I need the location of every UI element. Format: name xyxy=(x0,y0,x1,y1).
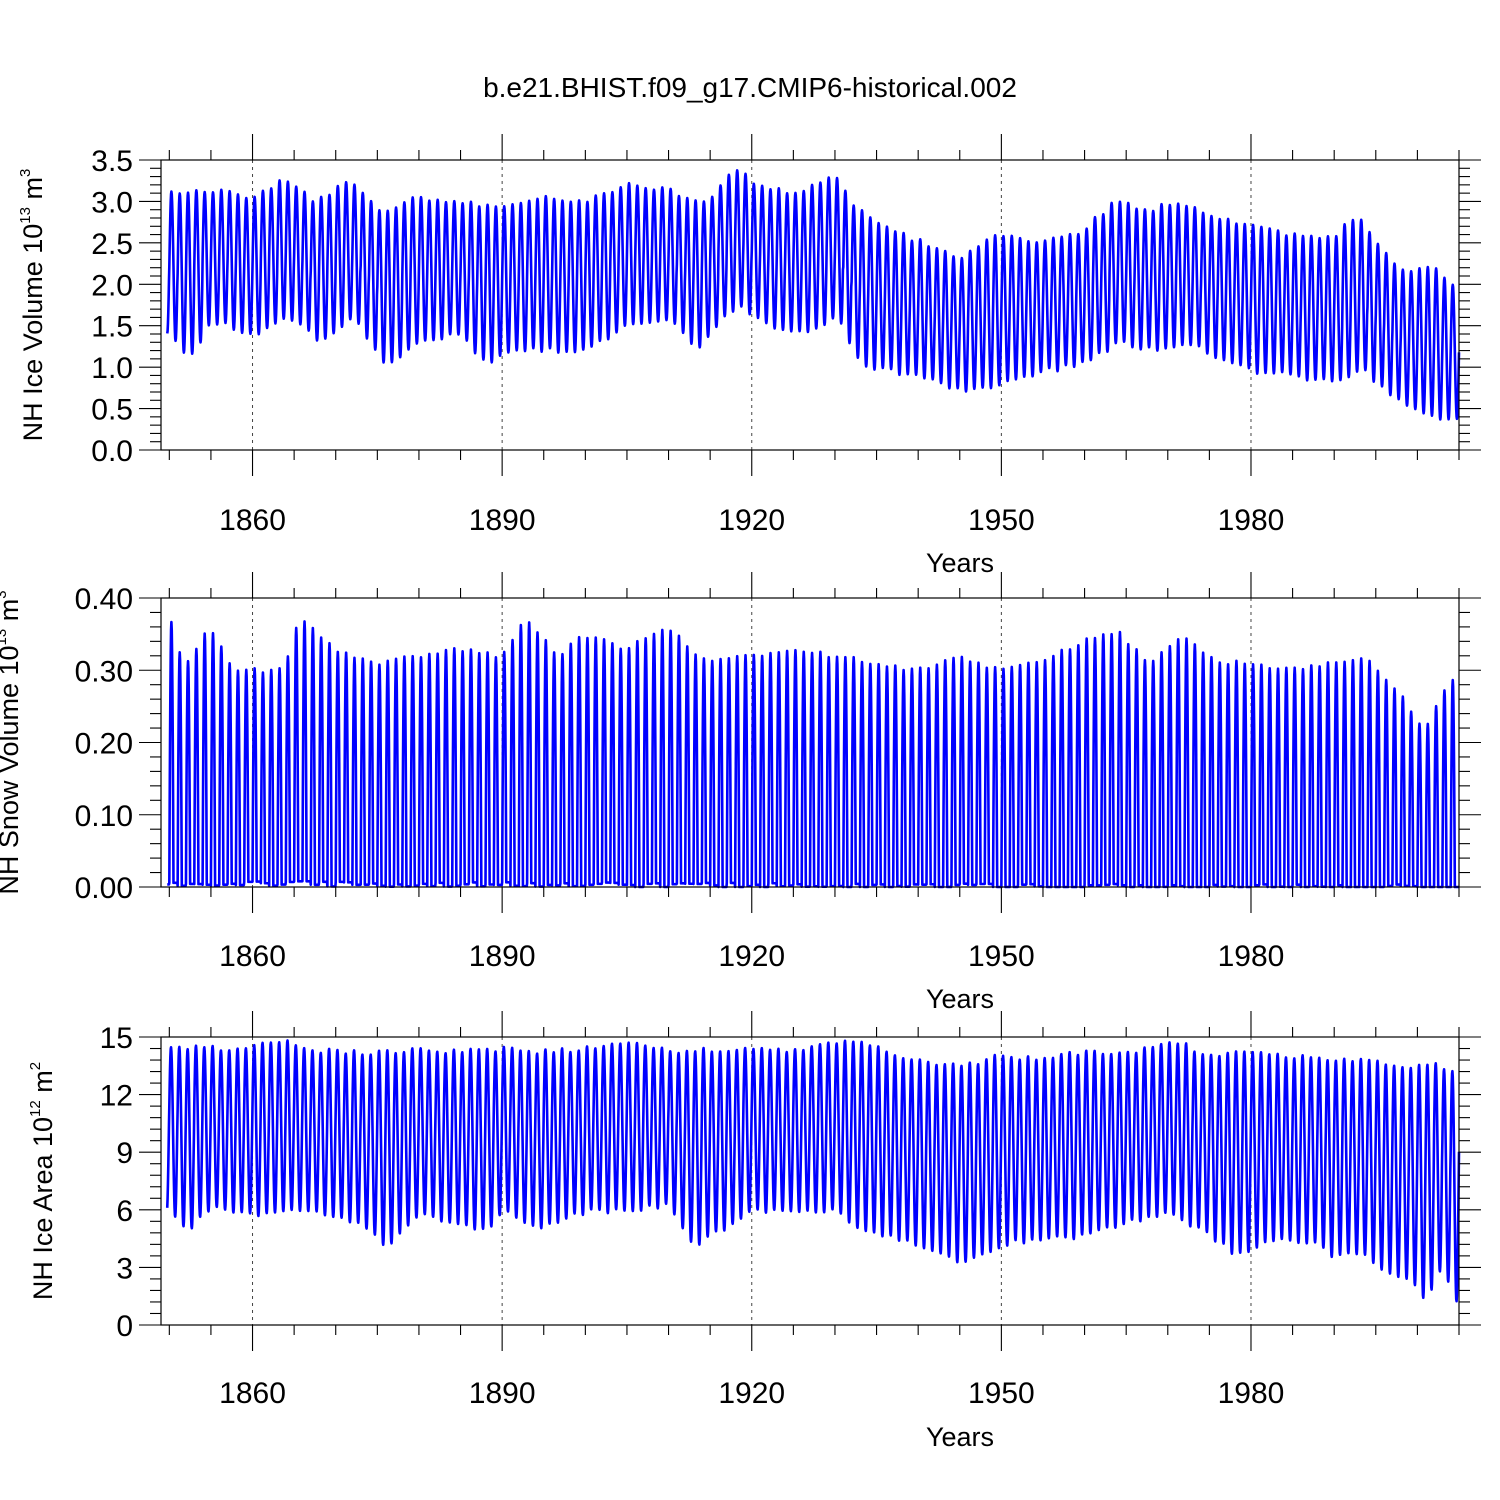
x-tick-label: 1890 xyxy=(469,940,536,973)
y-tick-label: 0.40 xyxy=(75,583,133,616)
y-label-unit-exponent: 3 xyxy=(0,590,10,598)
y-tick-label: 3.0 xyxy=(91,186,133,219)
x-tick-label: 1980 xyxy=(1218,1377,1285,1410)
x-tick-label: 1890 xyxy=(469,1377,536,1410)
x-axis-label: Years xyxy=(926,1422,994,1452)
x-tick-label: 1950 xyxy=(968,1377,1035,1410)
y-label-exponent: 13 xyxy=(0,629,10,646)
y-tick-label: 1.0 xyxy=(91,352,133,385)
y-tick-label: 2.5 xyxy=(91,228,133,261)
x-tick-label: 1890 xyxy=(469,504,536,537)
y-axis-label: NH Ice Area 1012 m2 xyxy=(27,1062,58,1300)
x-axis-label: Years xyxy=(926,984,994,1014)
y-tick-label: 2.0 xyxy=(91,269,133,302)
y-tick-label: 15 xyxy=(100,1022,133,1055)
y-tick-label: 3 xyxy=(116,1252,133,1285)
y-label-unit: m xyxy=(0,599,24,629)
y-tick-label: 0 xyxy=(116,1310,133,1343)
plot-frame xyxy=(160,159,1460,451)
x-tick-label: 1860 xyxy=(219,1377,286,1410)
y-label-unit-exponent: 3 xyxy=(17,169,34,177)
x-tick-label: 1860 xyxy=(219,504,286,537)
x-tick-label: 1920 xyxy=(718,940,785,973)
x-tick-label: 1980 xyxy=(1218,940,1285,973)
y-label-unit-exponent: 2 xyxy=(27,1062,44,1070)
y-tick-label: 0.5 xyxy=(91,394,133,427)
panel-2: 1860 1890 1920 1950 1980 0.00 0.10 0.20 0.30 0.40… xyxy=(0,572,1481,1014)
panel-3: 1860 1890 1920 1950 1980 0 3 6 9 12 15 Years NH Ice … xyxy=(27,1011,1481,1452)
y-axis-label: NH Ice Volume 1013 m3 xyxy=(17,169,48,442)
y-tick-label: 1.5 xyxy=(91,311,133,344)
figure-title: b.e21.BHIST.f09_g17.CMIP6-historical.002 xyxy=(483,72,1017,103)
series-line xyxy=(165,169,1461,421)
y-label-unit: m xyxy=(28,1070,58,1100)
y-tick-label: 9 xyxy=(116,1137,133,1170)
y-label-base: NH Ice Volume 10 xyxy=(18,224,48,442)
y-tick-label: 0.20 xyxy=(75,728,133,761)
x-tick-label: 1950 xyxy=(968,504,1035,537)
y-tick-label: 0.00 xyxy=(75,872,133,905)
y-label-exponent: 13 xyxy=(17,207,34,224)
y-label-base: NH Ice Area 10 xyxy=(28,1117,58,1300)
x-tick-label: 1920 xyxy=(718,1377,785,1410)
plot-frame xyxy=(160,1036,1460,1326)
y-tick-label: 0.30 xyxy=(75,655,133,688)
x-tick-label: 1950 xyxy=(968,940,1035,973)
panels: 1860 1890 1920 1950 1980 0.0 0.5 1.0 1.5 2.0 2.5 3.… xyxy=(0,134,1481,1452)
y-tick-label: 3.5 xyxy=(91,145,133,178)
y-tick-label: 12 xyxy=(100,1080,133,1113)
y-axis-label: NH Snow Volume 1013 m3 xyxy=(0,590,24,894)
x-tick-label: 1980 xyxy=(1218,504,1285,537)
series-line xyxy=(166,620,1460,889)
panel-1: 1860 1890 1920 1950 1980 0.0 0.5 1.0 1.5 2.0 2.5 3.… xyxy=(17,134,1481,578)
y-tick-label: 0.0 xyxy=(91,435,133,468)
y-tick-label: 6 xyxy=(116,1195,133,1228)
series-line xyxy=(165,1039,1461,1303)
y-label-base: NH Snow Volume 10 xyxy=(0,645,24,894)
x-tick-label: 1860 xyxy=(219,940,286,973)
y-tick-label: 0.10 xyxy=(75,800,133,833)
y-label-unit: m xyxy=(18,177,48,207)
x-tick-label: 1920 xyxy=(718,504,785,537)
y-label-exponent: 12 xyxy=(27,1100,44,1117)
x-axis-label: Years xyxy=(926,548,994,578)
